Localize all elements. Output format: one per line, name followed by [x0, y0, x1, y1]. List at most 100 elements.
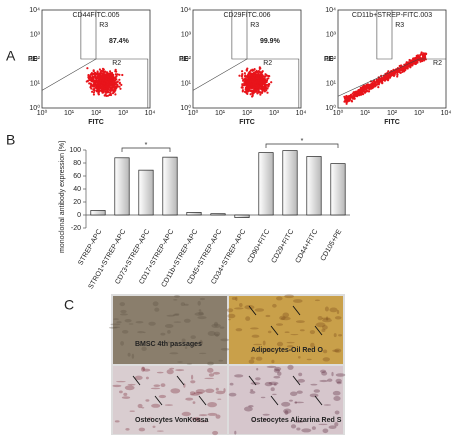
event-dot	[251, 80, 254, 83]
texture	[321, 317, 331, 320]
texture	[323, 349, 328, 354]
texture	[311, 426, 316, 430]
texture	[328, 425, 337, 430]
x-tick-label: CD44+FITC	[294, 228, 319, 264]
texture	[141, 366, 146, 372]
event-dot	[105, 77, 108, 80]
event-dot	[253, 90, 256, 93]
event-dot	[97, 91, 100, 94]
event-dot	[359, 92, 362, 95]
event-dot	[240, 75, 243, 78]
texture	[192, 342, 196, 347]
event-dot	[118, 78, 121, 81]
texture	[336, 310, 340, 314]
event-dot	[96, 76, 99, 79]
texture	[170, 388, 181, 394]
event-dot	[250, 83, 253, 86]
event-dot	[96, 86, 99, 89]
arrow	[270, 395, 279, 406]
event-dot	[260, 91, 264, 94]
y-tick-label: 10⁰	[325, 104, 336, 112]
event-dot	[245, 90, 248, 93]
event-dot	[254, 81, 257, 84]
event-dot	[121, 73, 124, 77]
event-dot	[109, 92, 112, 95]
texture	[215, 387, 219, 391]
event-dot	[420, 51, 423, 54]
arrow	[176, 375, 185, 386]
texture	[277, 371, 282, 376]
event-dot	[246, 92, 249, 95]
event-dot	[93, 71, 96, 74]
texture	[318, 423, 328, 426]
panel-label: A	[6, 48, 16, 64]
y-tick-label: 80	[73, 160, 81, 167]
texture	[327, 378, 333, 382]
texture	[255, 377, 261, 381]
texture	[250, 356, 255, 360]
event-dot	[365, 89, 368, 92]
event-dot	[403, 68, 406, 71]
texture	[272, 393, 277, 396]
event-dot	[253, 74, 256, 77]
flow-plot: CD11b+STREP-FITC.003R3R2PEFITC10⁰10⁰10¹1…	[324, 7, 451, 126]
texture	[214, 321, 218, 327]
event-dot	[98, 81, 101, 84]
event-dot	[343, 100, 346, 103]
event-dot	[267, 85, 270, 88]
texture	[207, 361, 214, 366]
texture	[173, 299, 178, 301]
texture	[193, 391, 203, 395]
texture	[251, 334, 260, 338]
bar	[258, 152, 274, 216]
texture	[322, 325, 328, 330]
event-dot	[248, 76, 251, 79]
event-dot	[249, 93, 252, 96]
event-dot	[424, 52, 427, 56]
event-dot	[94, 75, 97, 78]
event-dot	[382, 75, 385, 78]
event-dot	[265, 83, 268, 86]
event-dot	[364, 87, 367, 90]
arrow	[292, 305, 301, 316]
event-dot	[109, 74, 112, 77]
texture	[294, 401, 298, 404]
texture	[173, 321, 182, 323]
texture	[169, 352, 179, 355]
texture	[335, 373, 346, 377]
texture	[335, 378, 342, 384]
gate-r2	[337, 58, 446, 97]
bar	[330, 163, 346, 216]
event-dot	[105, 91, 108, 94]
texture	[250, 389, 254, 392]
image-caption: Osteocytes VonKossa	[135, 417, 209, 424]
texture	[218, 359, 224, 362]
event-dot	[379, 78, 382, 81]
event-dot	[258, 91, 261, 94]
texture	[286, 341, 295, 344]
texture	[290, 424, 297, 429]
texture	[249, 390, 256, 394]
event-dot	[259, 85, 262, 88]
gate-r2	[192, 58, 300, 108]
texture	[276, 323, 283, 326]
texture	[296, 427, 301, 431]
scatter-cloud	[85, 67, 124, 97]
texture	[296, 390, 303, 394]
y-tick-label: 20	[73, 199, 81, 206]
event-dot	[387, 70, 390, 73]
texture	[299, 329, 305, 332]
event-dot	[419, 54, 422, 57]
arrow	[270, 325, 279, 336]
event-dot	[251, 92, 254, 96]
texture	[141, 346, 147, 351]
event-dot	[238, 74, 241, 77]
event-dot	[246, 74, 249, 78]
gate-label: R3	[99, 22, 108, 29]
texture	[207, 331, 216, 336]
event-dot	[252, 73, 255, 76]
texture	[314, 299, 320, 302]
texture	[152, 301, 159, 307]
texture	[323, 404, 332, 406]
bar	[90, 210, 106, 216]
